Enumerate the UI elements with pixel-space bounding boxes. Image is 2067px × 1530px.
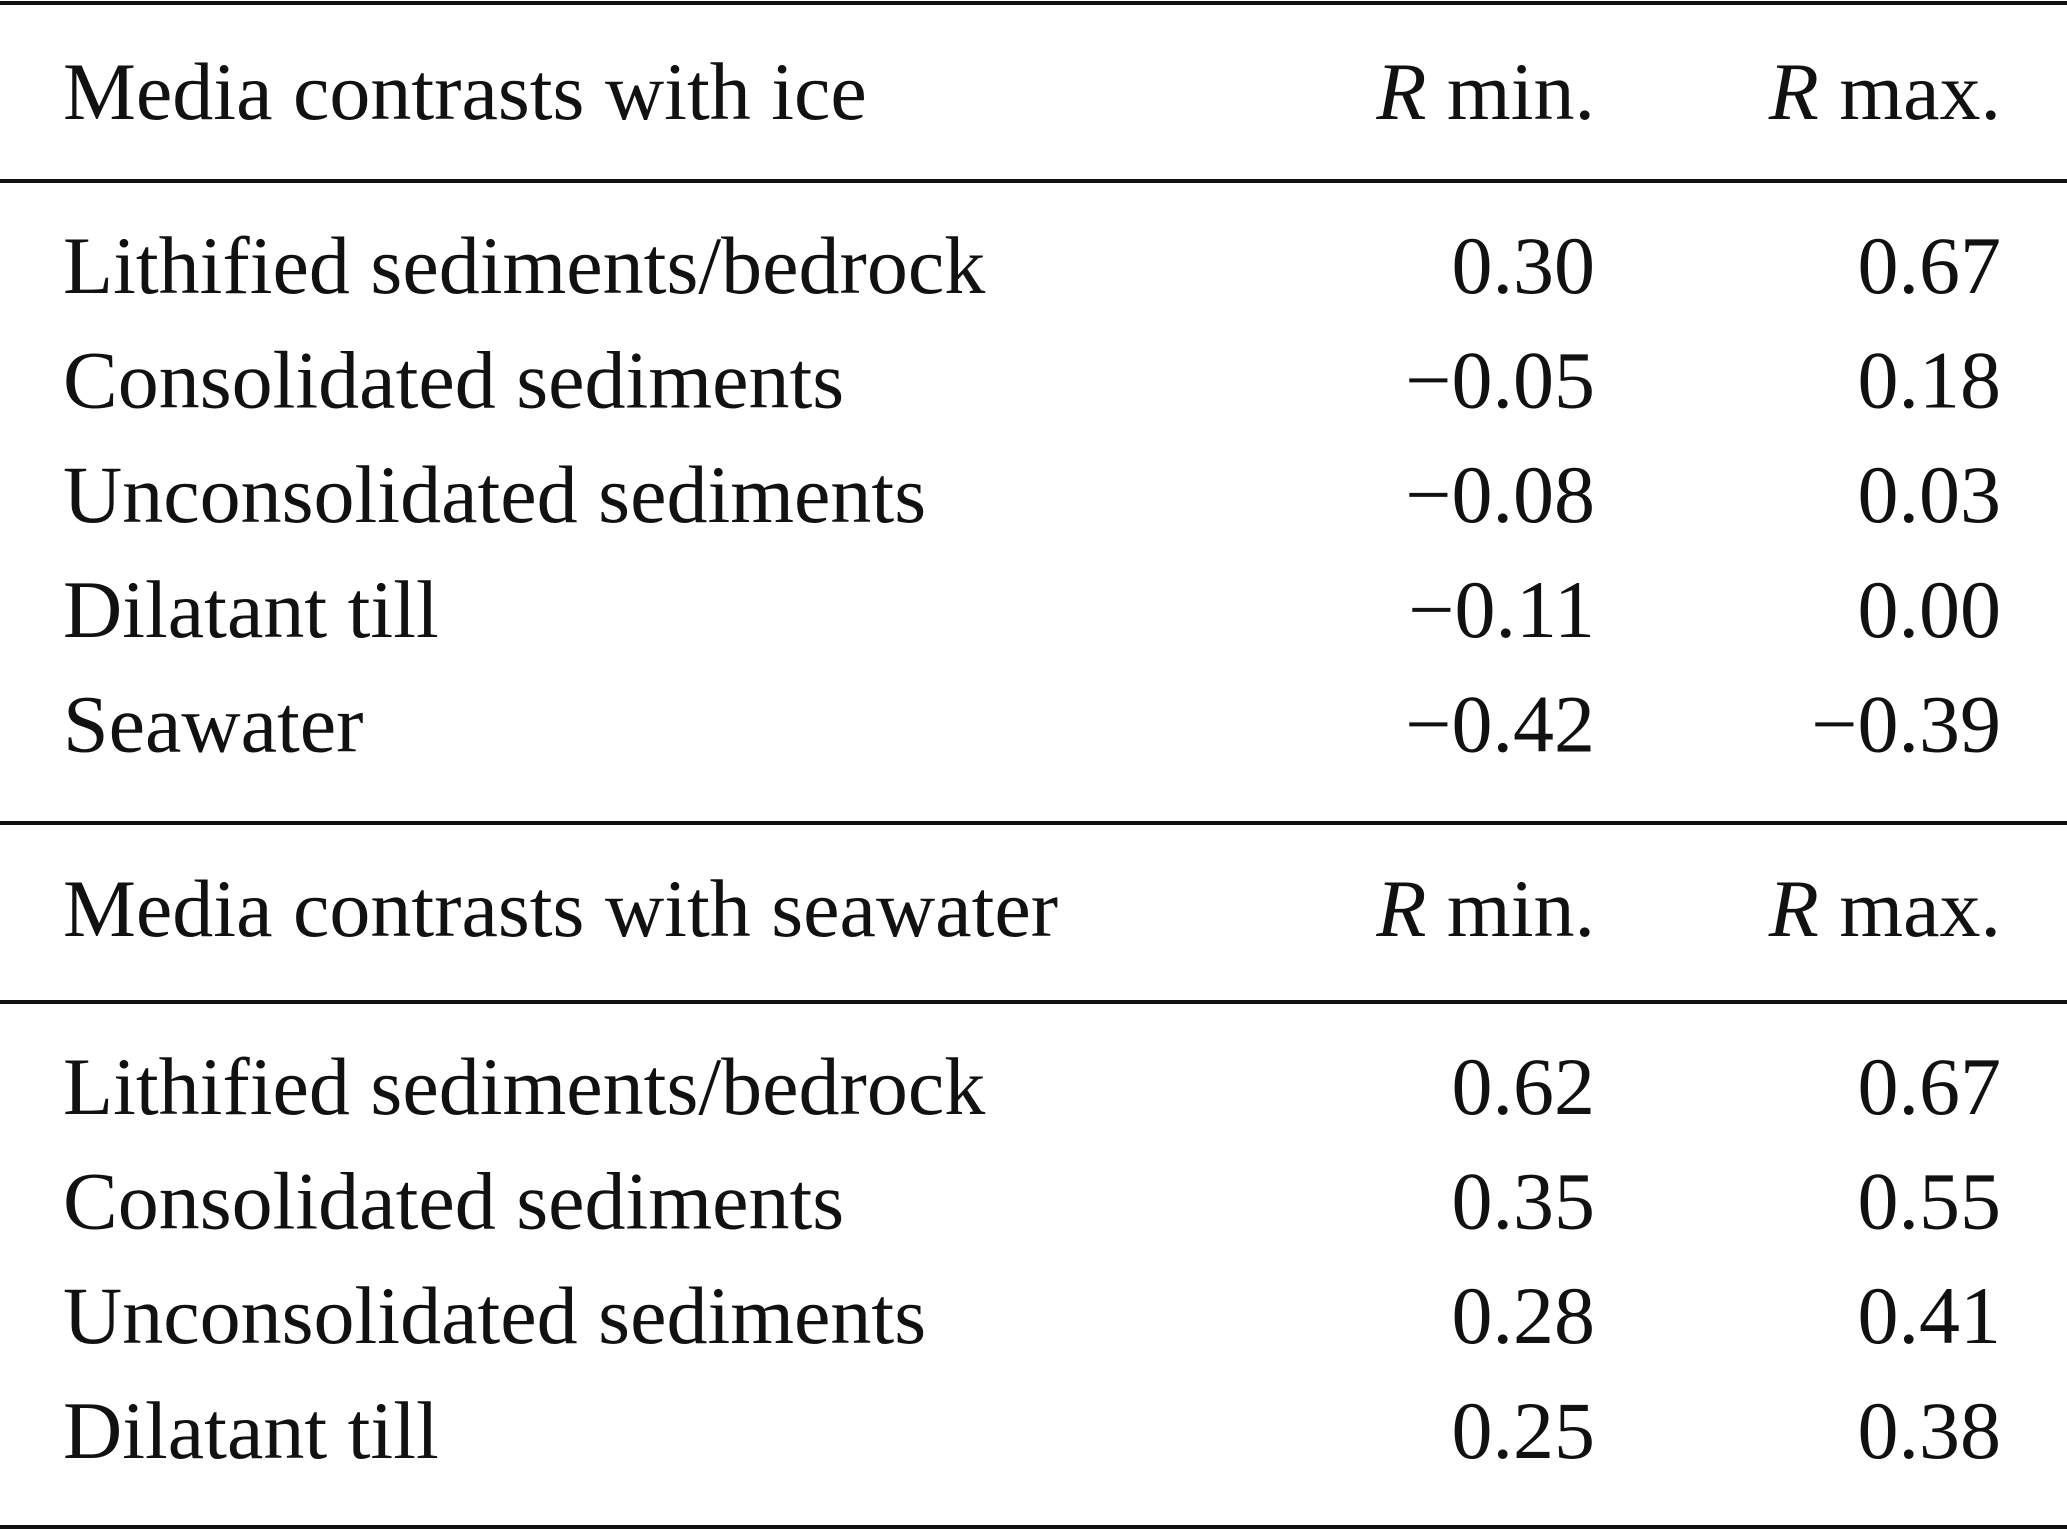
cell-value: 0.62 <box>1452 1041 1596 1132</box>
row-label: Consolidated sediments <box>63 1156 844 1247</box>
row-label: Lithified sediments/bedrock <box>63 1041 985 1132</box>
column-header: R max. <box>1768 46 2001 137</box>
column-header: R max. <box>1768 863 2001 954</box>
cell-value: 0.30 <box>1452 220 1596 311</box>
cell-value: −0.42 <box>1405 678 1595 769</box>
cell-value: 0.03 <box>1858 449 2002 540</box>
row-label: Consolidated sediments <box>63 335 844 426</box>
cell-value: 0.28 <box>1452 1270 1596 1361</box>
row-label: Unconsolidated sediments <box>63 1270 926 1361</box>
cell-value: −0.08 <box>1405 449 1595 540</box>
column-text: min. <box>1447 46 1595 137</box>
column-text: max. <box>1839 863 2001 954</box>
column-text: min. <box>1447 863 1595 954</box>
cell-value: 0.38 <box>1858 1385 2002 1476</box>
column-header: R min. <box>1375 46 1595 137</box>
column-symbol: R <box>1375 863 1426 954</box>
cell-value: −0.39 <box>1811 678 2001 769</box>
cell-value: −0.11 <box>1408 564 1595 655</box>
cell-value: 0.55 <box>1858 1156 2002 1247</box>
header-label: Media contrasts with ice <box>63 46 867 137</box>
cell-value: 0.35 <box>1452 1156 1596 1247</box>
cell-value: 0.67 <box>1858 220 2002 311</box>
cell-value: 0.25 <box>1452 1385 1596 1476</box>
cell-value: 0.00 <box>1858 564 2002 655</box>
row-label: Dilatant till <box>63 1385 439 1476</box>
row-label: Dilatant till <box>63 564 439 655</box>
cell-value: 0.67 <box>1858 1041 2002 1132</box>
column-header: R min. <box>1375 863 1595 954</box>
column-symbol: R <box>1768 863 1819 954</box>
header-label: Media contrasts with seawater <box>63 863 1058 954</box>
cell-value: −0.05 <box>1405 335 1595 426</box>
cell-value: 0.41 <box>1858 1270 2002 1361</box>
row-label: Lithified sediments/bedrock <box>63 220 985 311</box>
column-text: max. <box>1839 46 2001 137</box>
column-symbol: R <box>1375 46 1426 137</box>
row-label: Seawater <box>63 678 364 769</box>
cell-value: 0.18 <box>1858 335 2002 426</box>
column-symbol: R <box>1768 46 1819 137</box>
row-label: Unconsolidated sediments <box>63 449 926 540</box>
